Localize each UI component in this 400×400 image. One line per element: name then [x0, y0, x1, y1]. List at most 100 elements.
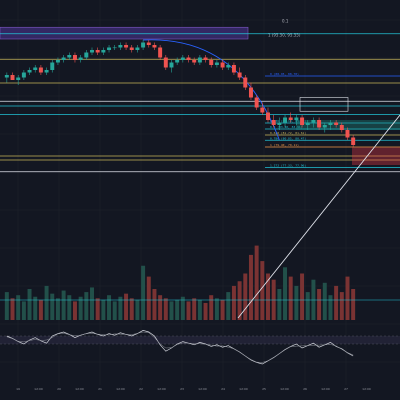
x-tick-label: 12:00	[75, 387, 84, 391]
volume-bar	[38, 299, 43, 320]
candle-body	[197, 57, 202, 63]
osc-signal	[6, 331, 354, 363]
volume-bar	[197, 299, 202, 320]
candle[interactable]	[283, 115, 288, 128]
candle-body	[283, 117, 288, 123]
candle[interactable]	[334, 120, 339, 128]
volume-bar	[254, 245, 259, 320]
candle[interactable]	[61, 55, 66, 63]
x-tick-label: 12:00	[198, 387, 207, 391]
candle[interactable]	[21, 70, 26, 80]
candle-body	[322, 125, 327, 128]
volume-bar	[294, 285, 299, 320]
osc-line	[6, 330, 354, 365]
candle-body	[339, 125, 344, 130]
candle[interactable]	[186, 55, 191, 63]
candle[interactable]	[118, 42, 123, 51]
candle[interactable]	[33, 65, 38, 73]
candle[interactable]	[248, 82, 253, 101]
candle[interactable]	[345, 127, 350, 141]
candle[interactable]	[10, 72, 15, 81]
candles[interactable]	[4, 40, 356, 148]
candle[interactable]	[107, 45, 112, 53]
candle-body	[226, 65, 231, 68]
candle[interactable]	[169, 60, 174, 73]
volume-bar	[10, 298, 15, 320]
volume-bar	[33, 296, 38, 320]
candle[interactable]	[271, 115, 276, 128]
candle[interactable]	[243, 75, 248, 90]
volume-bar	[322, 282, 327, 320]
candle[interactable]	[146, 40, 151, 48]
volume-bar	[61, 290, 66, 320]
candle[interactable]	[231, 62, 236, 76]
candle[interactable]	[158, 45, 163, 60]
candle[interactable]	[90, 47, 94, 56]
candle[interactable]	[226, 62, 231, 71]
marker-box	[299, 97, 349, 112]
candle[interactable]	[38, 65, 43, 75]
volume-bar	[90, 287, 94, 320]
candle-body	[248, 87, 253, 98]
candle-body	[141, 42, 146, 48]
trend-line[interactable]	[237, 114, 400, 319]
candle[interactable]	[44, 67, 49, 76]
candle[interactable]	[180, 55, 185, 63]
candle[interactable]	[254, 95, 259, 110]
candle[interactable]	[78, 55, 83, 63]
candle[interactable]	[214, 60, 219, 68]
candle[interactable]	[220, 60, 225, 70]
volume-bar	[44, 285, 49, 320]
volume-bar	[266, 273, 270, 320]
candle-body	[38, 67, 43, 73]
candle[interactable]	[260, 102, 265, 116]
candle[interactable]	[16, 75, 21, 85]
x-tick-label: 12:00	[34, 387, 43, 391]
candle[interactable]	[300, 115, 305, 128]
candle[interactable]	[50, 60, 55, 73]
volume-bar	[328, 295, 333, 320]
candle[interactable]	[72, 52, 77, 63]
candle[interactable]	[266, 107, 270, 123]
candle[interactable]	[112, 45, 117, 50]
candle[interactable]	[288, 112, 293, 123]
candle[interactable]	[141, 40, 146, 50]
candle[interactable]	[55, 57, 60, 66]
candle[interactable]	[84, 50, 89, 60]
candle[interactable]	[124, 42, 129, 51]
candle[interactable]	[27, 67, 32, 76]
volume-bar	[95, 298, 100, 320]
candle[interactable]	[135, 45, 140, 53]
candle[interactable]	[294, 115, 299, 125]
candle[interactable]	[328, 120, 333, 130]
candle[interactable]	[101, 47, 106, 56]
candle[interactable]	[152, 42, 157, 51]
candle[interactable]	[197, 55, 202, 65]
candle[interactable]	[339, 122, 344, 133]
candle[interactable]	[203, 55, 208, 63]
volume-bar	[78, 296, 83, 320]
candle-body	[61, 57, 66, 60]
candle-body	[78, 57, 83, 60]
candle[interactable]	[311, 117, 316, 128]
candle[interactable]	[322, 122, 327, 133]
candle[interactable]	[163, 55, 168, 70]
x-tick-label: 12:00	[321, 387, 330, 391]
candle[interactable]	[4, 72, 9, 83]
volume-bar	[175, 299, 180, 320]
candle-body	[10, 75, 15, 80]
candle[interactable]	[209, 57, 214, 68]
candle[interactable]	[351, 135, 356, 148]
candle[interactable]	[175, 57, 180, 66]
candle[interactable]	[317, 117, 322, 131]
candle[interactable]	[305, 120, 310, 130]
candle[interactable]	[129, 45, 134, 53]
candle[interactable]	[237, 67, 242, 81]
candle[interactable]	[67, 52, 72, 61]
candle[interactable]	[192, 57, 197, 66]
volume-bar	[305, 292, 310, 320]
x-tick-label: 27	[344, 387, 348, 391]
candle[interactable]	[95, 47, 100, 56]
candle[interactable]	[277, 117, 282, 131]
